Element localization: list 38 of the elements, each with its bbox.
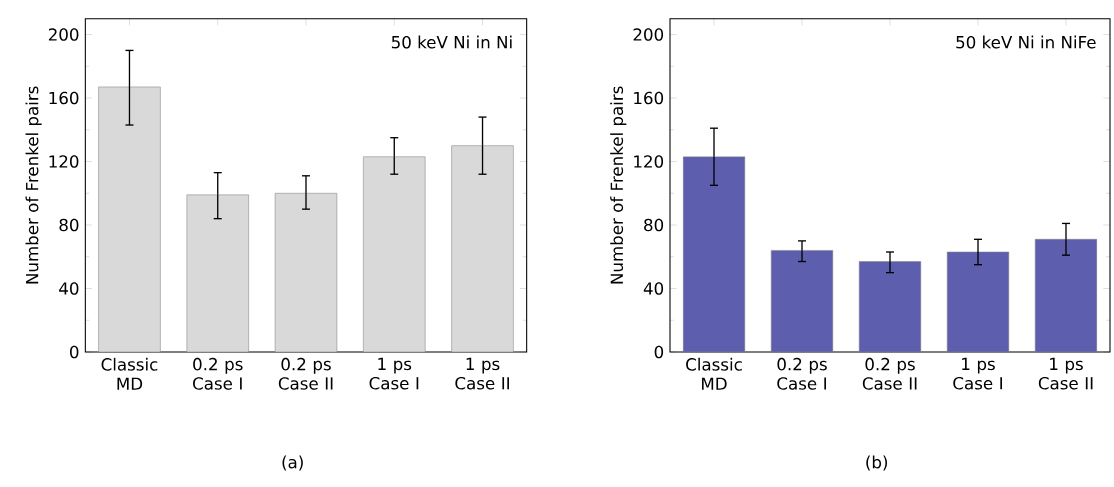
- bar: [1034, 239, 1098, 352]
- bar: [683, 156, 745, 352]
- annotation: 50 keV Ni in Ni: [391, 35, 512, 49]
- text: (b): [866, 455, 888, 471]
- y-tick-label: 160: [49, 91, 79, 105]
- y-axis-title: Number of Frenkel pairs: [25, 86, 42, 284]
- x-tick-label: 1 ps Case I: [369, 357, 419, 390]
- y-tick-label: 120: [49, 155, 79, 168]
- y-tick-label: 200: [48, 28, 79, 41]
- bar: [186, 194, 249, 352]
- annotation: 50 keV Ni in NiFe: [956, 35, 1096, 49]
- x-tick-label: 1 ps Case I: [953, 357, 1002, 390]
- bar: [859, 261, 921, 352]
- y-tick-label: 0: [70, 345, 79, 359]
- text: (a): [282, 455, 303, 471]
- bar: [274, 193, 338, 352]
- x-tick-label: 0.2 ps Case II: [862, 357, 917, 390]
- bar: [771, 250, 833, 352]
- bar: [363, 156, 426, 352]
- y-tick-label: 200: [633, 28, 664, 41]
- bar: [451, 145, 514, 352]
- y-tick-label: 80: [644, 218, 664, 232]
- x-tick-label: Classic MD: [686, 357, 742, 390]
- x-tick-label: 1 ps Case II: [1038, 357, 1093, 390]
- y-tick-label: 40: [59, 282, 79, 295]
- x-tick-label: 1 ps Case II: [455, 357, 509, 390]
- y-tick-label: 160: [634, 91, 664, 105]
- x-tick-label: Classic MD: [101, 357, 158, 390]
- x-tick-label: 0.2 ps Case II: [278, 357, 333, 390]
- y-tick-label: 80: [59, 218, 79, 232]
- y-tick-label: 40: [643, 282, 664, 295]
- y-tick-label: 0: [654, 345, 664, 359]
- y-axis-title: Number of Frenkel pairs: [610, 86, 627, 284]
- bar: [947, 252, 1009, 352]
- y-tick-label: 120: [634, 155, 664, 168]
- x-tick-label: 0.2 ps Case I: [193, 357, 243, 390]
- x-tick-label: 0.2 ps Case I: [777, 357, 827, 390]
- bar: [98, 86, 161, 352]
